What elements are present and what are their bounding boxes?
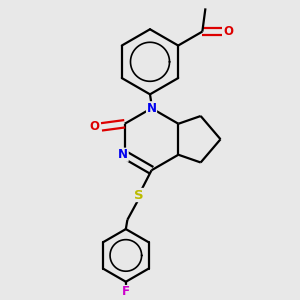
Text: F: F: [122, 286, 130, 298]
Text: N: N: [118, 148, 128, 161]
Text: O: O: [223, 25, 233, 38]
Text: S: S: [134, 188, 144, 202]
Text: N: N: [146, 102, 157, 115]
Text: O: O: [90, 120, 100, 134]
